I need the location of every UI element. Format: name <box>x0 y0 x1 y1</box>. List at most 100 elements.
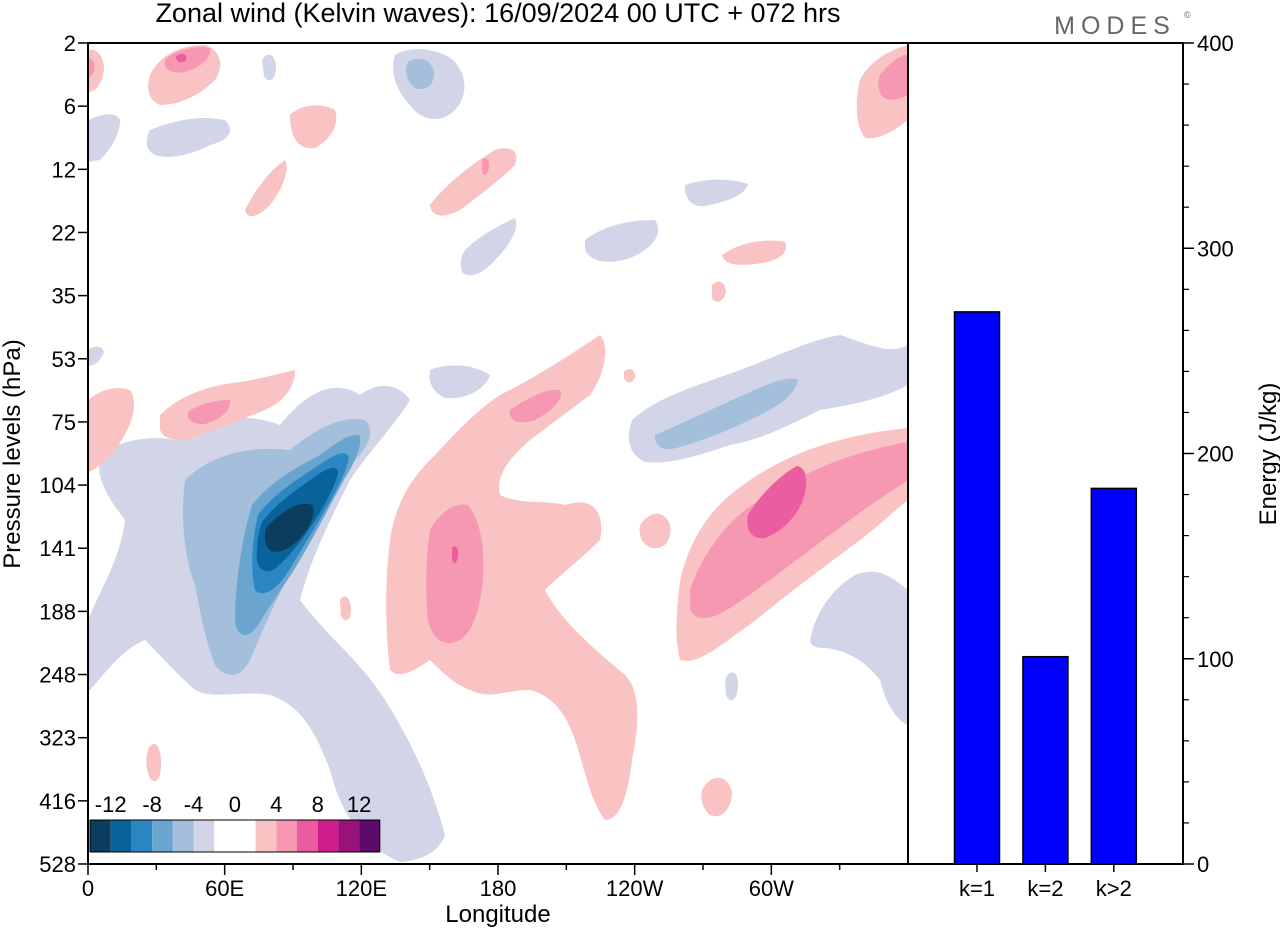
positive-contour-level-1 <box>386 335 638 820</box>
y-tick-label: 53 <box>52 347 76 372</box>
energy-tick-label: 400 <box>1197 31 1234 56</box>
negative-contour-level-1 <box>146 118 230 157</box>
colorbar-swatch <box>214 820 235 852</box>
colorbar-swatch <box>152 820 173 852</box>
energy-tick-label: 0 <box>1197 852 1209 877</box>
colorbar-swatch <box>234 820 256 852</box>
y-tick-label: 528 <box>39 852 76 877</box>
heatmap-y-axis-label: Pressure levels (hPa) <box>0 339 26 568</box>
y-tick-label: 248 <box>39 663 76 688</box>
y-tick-label: 22 <box>52 220 76 245</box>
negative-contour-level-2 <box>406 58 435 90</box>
energy-bar-1 <box>953 311 1001 865</box>
colorbar-swatch <box>255 820 277 852</box>
bar-category-label: k>2 <box>1096 876 1132 901</box>
colorbar-swatch <box>359 820 380 852</box>
negative-contour-level-1 <box>88 114 120 162</box>
x-tick-label: 60E <box>205 876 244 901</box>
y-tick-label: 12 <box>52 157 76 182</box>
negative-contour-level-1 <box>684 179 748 207</box>
positive-contour-level-2 <box>878 54 908 100</box>
heatmap-x-axis-label: Longitude <box>445 901 550 928</box>
colorbar-swatch <box>276 820 297 852</box>
negative-contour-level-1 <box>460 218 517 276</box>
brand-mark: © <box>1184 10 1191 20</box>
positive-contour-level-1 <box>722 240 786 265</box>
colorbar-frame <box>89 819 381 853</box>
y-tick-label: 104 <box>39 473 76 498</box>
colorbar-label: -8 <box>142 792 162 817</box>
colorbar-swatch <box>131 820 153 852</box>
energy-bar-2 <box>1022 655 1069 865</box>
y-tick-label: 323 <box>39 726 76 751</box>
positive-contour-level-3 <box>452 546 459 564</box>
y-tick-label: 6 <box>64 94 76 119</box>
positive-contour-level-1 <box>88 388 135 472</box>
negative-contour-level-2 <box>655 378 798 450</box>
positive-contour-level-1 <box>639 513 671 549</box>
x-tick-label: 120E <box>336 876 387 901</box>
y-tick-label: 188 <box>39 599 76 624</box>
y-tick-label: 75 <box>52 410 76 435</box>
positive-contour-level-2 <box>509 389 561 423</box>
colorbar-swatch <box>193 820 215 852</box>
brand-logo: MODES <box>1054 12 1176 40</box>
positive-contour-level-1 <box>712 281 726 302</box>
positive-contour-level-1 <box>146 743 162 782</box>
y-tick-label: 416 <box>39 789 76 814</box>
colorbar-swatch <box>317 820 339 852</box>
zonal-wind-field <box>88 45 908 862</box>
positive-contour-level-2 <box>690 442 908 619</box>
x-tick-label: 120W <box>606 876 664 901</box>
energy-y-axis-label: Energy (J/kg) <box>1255 383 1280 526</box>
energy-bar-series <box>953 311 1138 865</box>
bar-category-label: k=2 <box>1027 876 1063 901</box>
colorbar-swatch <box>90 820 111 852</box>
colorbar-label: 4 <box>270 792 282 817</box>
negative-contour-level-1 <box>88 346 104 366</box>
y-tick-label: 35 <box>52 284 76 309</box>
bar-category-label: k=1 <box>959 876 995 901</box>
positive-contour-level-3 <box>176 53 187 63</box>
positive-contour-level-2 <box>88 58 95 78</box>
colorbar-label: 12 <box>347 792 371 817</box>
x-tick-label: 60W <box>749 876 794 901</box>
energy-tick-label: 300 <box>1197 236 1234 261</box>
negative-contour-level-1 <box>262 54 276 81</box>
heatmap-axis-ticks: 0 60E 120E 180 120W 60W 2 6 12 22 35 53 75 104 141 188 2… <box>39 31 841 901</box>
negative-contour-level-1 <box>585 220 659 262</box>
negative-contour-level-1 <box>810 571 908 725</box>
positive-contour-level-1 <box>701 777 732 817</box>
energy-tick-label: 200 <box>1197 442 1234 467</box>
energy-axis-ticks: k=1 k=2 k>2 0 100 200 300 400 <box>959 31 1234 901</box>
negative-contour-level-1 <box>725 672 738 701</box>
positive-contour-level-2 <box>426 504 484 644</box>
positive-contour-level-1 <box>624 369 636 383</box>
negative-contour-level-6 <box>264 503 314 552</box>
chart-title: Zonal wind (Kelvin waves): 16/09/2024 00… <box>155 0 840 28</box>
positive-contour-level-2 <box>164 47 211 73</box>
colorbar-label: 0 <box>229 792 241 817</box>
colorbar-swatch <box>110 820 132 852</box>
negative-contour-level-1 <box>88 385 445 862</box>
colorbar-label: -12 <box>95 792 127 817</box>
positive-contour-level-1 <box>340 596 351 621</box>
positive-contour-level-2 <box>187 400 231 425</box>
positive-contour-level-1 <box>430 148 517 216</box>
colorbar-swatch <box>172 820 194 852</box>
positive-contour-level-3 <box>747 466 807 539</box>
negative-contour-level-1 <box>429 365 490 399</box>
positive-contour-level-1 <box>290 105 337 149</box>
positive-contour-level-2 <box>482 158 490 176</box>
colorbar-legend: -12 -8 -4 0 4 8 12 <box>89 792 381 853</box>
y-tick-label: 2 <box>64 31 76 56</box>
x-tick-label: 180 <box>480 876 517 901</box>
x-tick-label: 0 <box>82 876 94 901</box>
energy-tick-label: 100 <box>1197 647 1234 672</box>
positive-contour-level-1 <box>245 160 287 217</box>
colorbar-swatch <box>297 820 318 852</box>
colorbar-label: -4 <box>184 792 204 817</box>
energy-bar-3 <box>1090 487 1138 865</box>
